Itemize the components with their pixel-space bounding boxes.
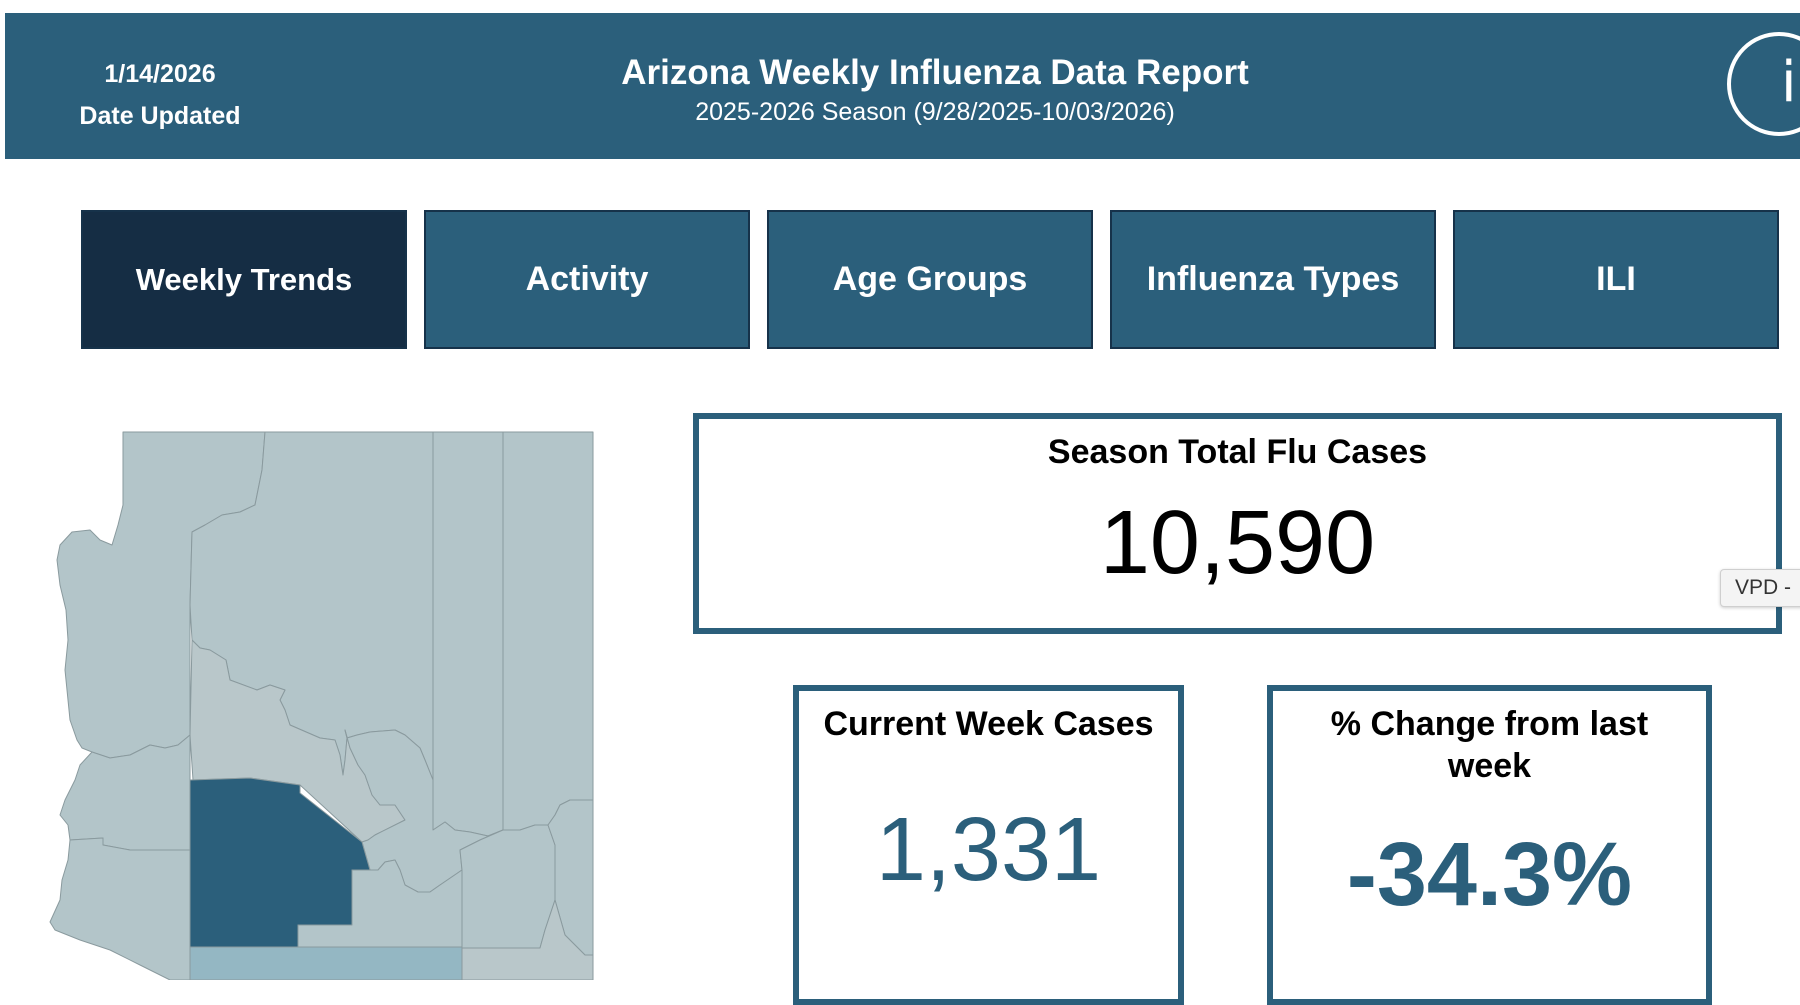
season-total-card: Season Total Flu Cases 10,590 (693, 413, 1782, 634)
pct-change-card: % Change from last week -34.3% (1267, 685, 1712, 1005)
tab-ili[interactable]: ILI (1453, 210, 1779, 349)
county-apache[interactable] (502, 431, 594, 831)
date-updated-value: 1/14/2026 (104, 60, 216, 88)
vpd-side-tab[interactable]: VPD - (1720, 569, 1800, 607)
pct-change-value: -34.3% (1346, 825, 1633, 925)
tab-activity[interactable]: Activity (424, 210, 750, 349)
info-icon[interactable]: i (1727, 32, 1800, 136)
report-subtitle: 2025-2026 Season (9/28/2025-10/03/2026) (695, 98, 1175, 126)
tab-age-groups[interactable]: Age Groups (767, 210, 1093, 349)
report-title: Arizona Weekly Influenza Data Report (621, 53, 1249, 92)
county-graham[interactable] (459, 824, 556, 949)
current-week-title: Current Week Cases (823, 705, 1154, 743)
county-pima[interactable] (189, 946, 463, 980)
pct-change-title: % Change from last week (1330, 705, 1649, 785)
date-updated-label: Date Updated (79, 102, 241, 130)
county-cochise[interactable] (461, 899, 594, 980)
tab-influenza-types[interactable]: Influenza Types (1110, 210, 1436, 349)
header-bar: 1/14/2026 Date Updated Arizona Weekly In… (5, 13, 1800, 159)
info-glyph: i (1781, 50, 1797, 115)
current-week-card: Current Week Cases 1,331 (793, 685, 1184, 1005)
county-yuma[interactable] (49, 837, 191, 980)
tab-weekly-trends[interactable]: Weekly Trends (81, 210, 407, 349)
county-navajo[interactable] (432, 431, 504, 837)
county-pinal[interactable] (297, 859, 463, 949)
arizona-county-map (49, 431, 594, 980)
report-title-block: Arizona Weekly Influenza Data Report 202… (565, 51, 1305, 129)
season-total-title: Season Total Flu Cases (1047, 433, 1428, 471)
current-week-value: 1,331 (875, 800, 1102, 900)
season-total-value: 10,590 (1099, 493, 1376, 593)
date-updated-block: 1/14/2026 Date Updated (55, 57, 265, 133)
